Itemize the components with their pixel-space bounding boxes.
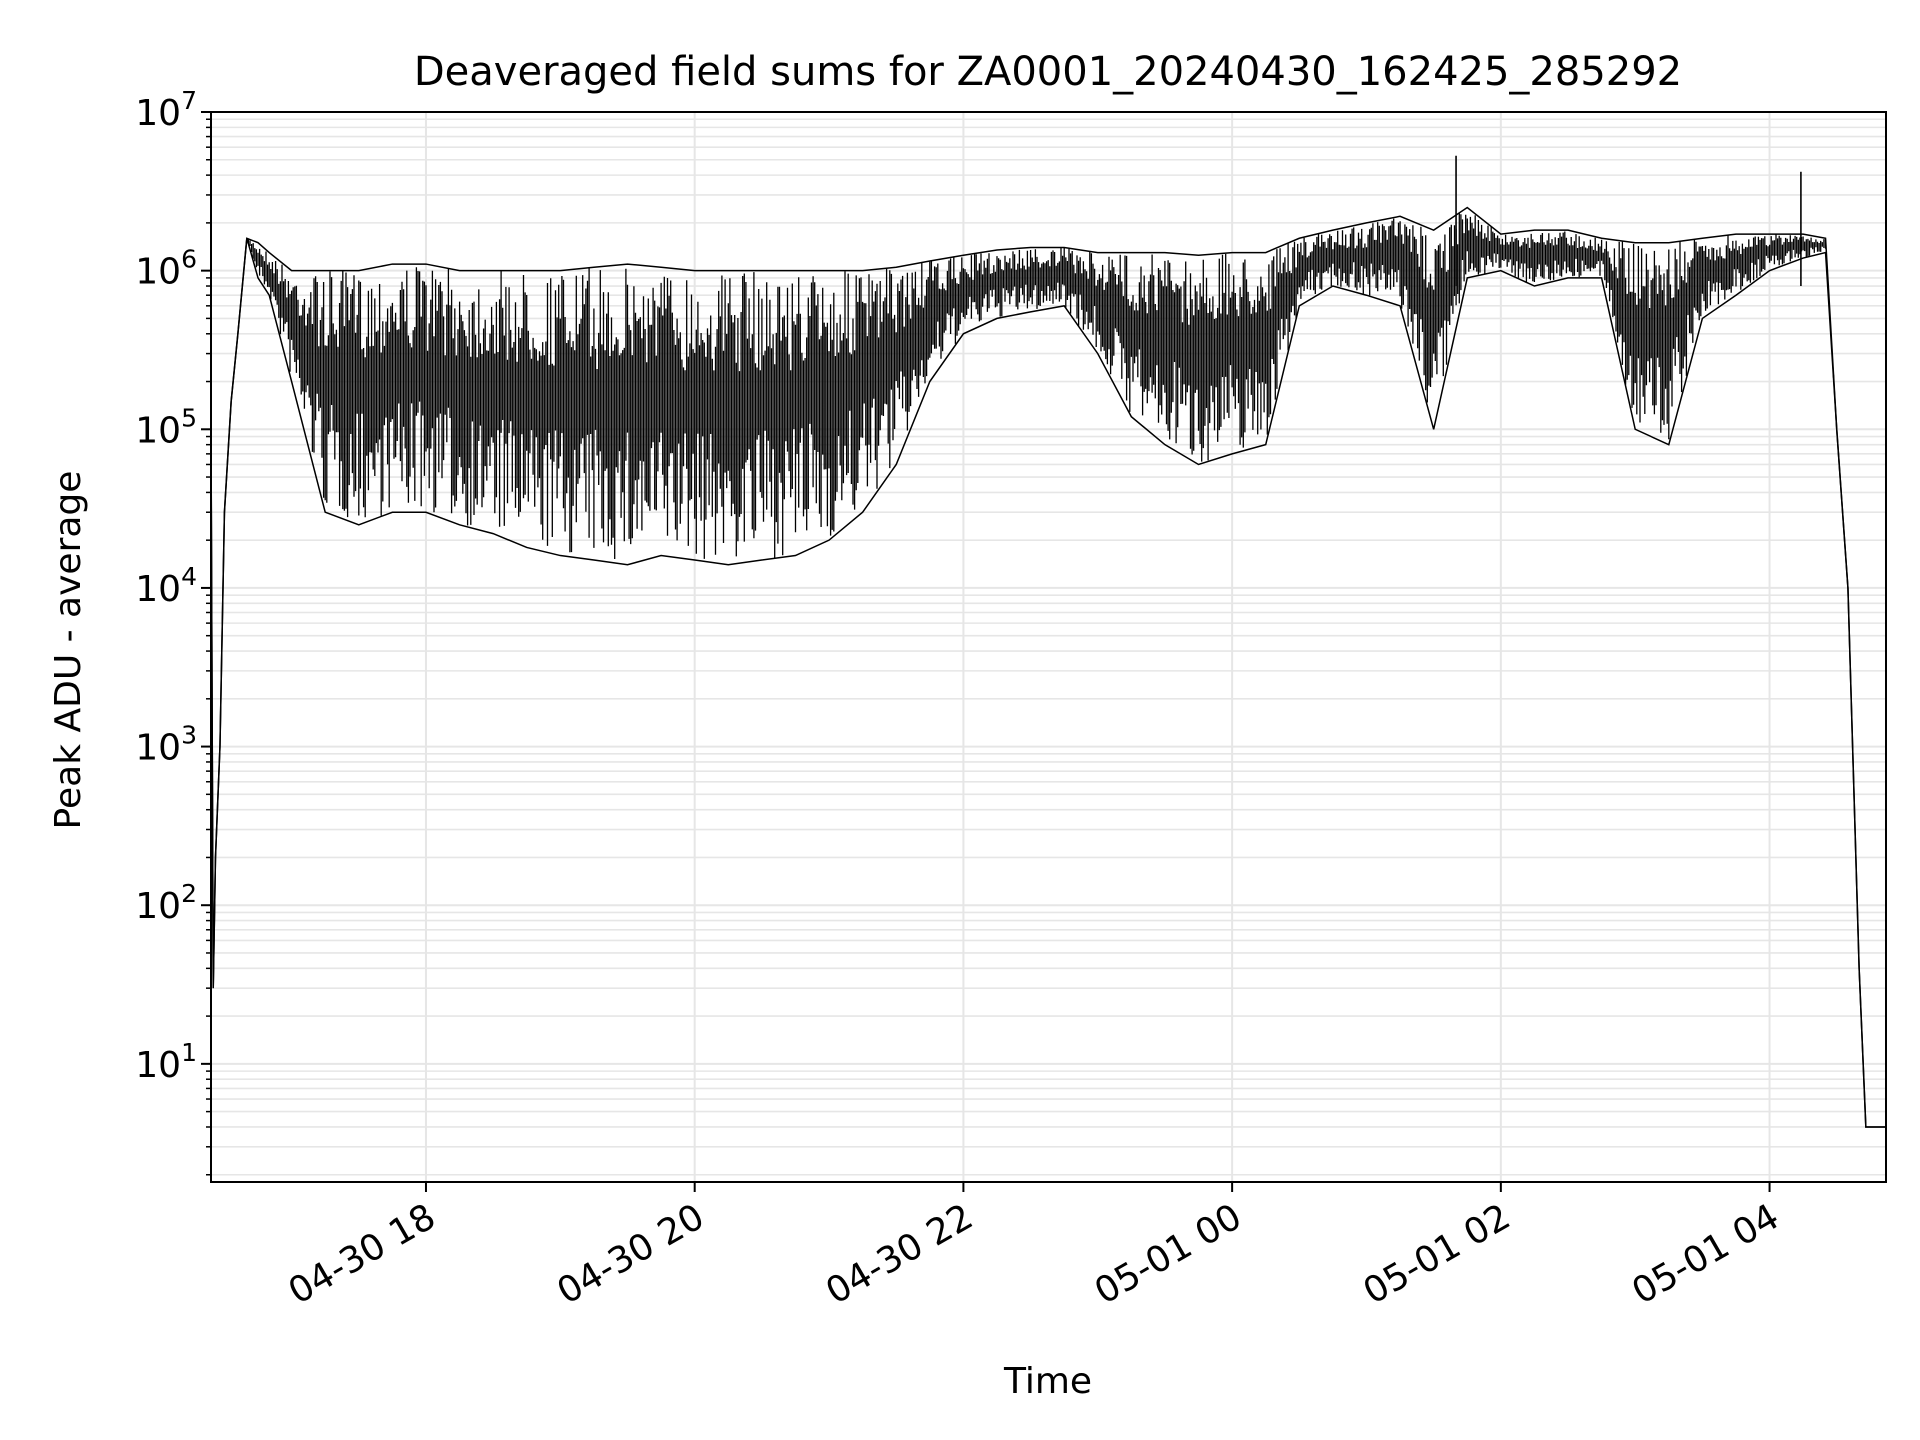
series-lower-line	[210, 238, 1886, 1128]
x-tick-label: 04-30 18	[282, 1196, 443, 1312]
series-upper-line	[210, 206, 1886, 1128]
x-axis-ticks: 04-30 18 04-30 20 04-30 22 05-01 00 05-01 02…	[282, 1182, 1786, 1313]
x-tick-label: 05-01 00	[1088, 1196, 1249, 1312]
x-tick-label: 05-01 04	[1625, 1196, 1786, 1312]
x-tick-label: 04-30 20	[551, 1196, 712, 1312]
plot-area	[210, 155, 1886, 1128]
chart-title: Deaveraged field sums for ZA0001_2024043…	[414, 49, 1682, 95]
x-axis-label: Time	[1003, 1361, 1092, 1402]
axes-frame	[210, 111, 1887, 1183]
gridlines	[211, 112, 1886, 1182]
y-tick-label: 105	[135, 403, 197, 451]
y-tick-label: 103	[135, 721, 197, 769]
x-tick-label: 05-01 02	[1357, 1196, 1518, 1312]
y-tick-label: 106	[135, 245, 197, 293]
y-axis-ticks: 101 102 103 104 105 106 107	[135, 86, 211, 1176]
y-tick-label: 102	[135, 879, 197, 927]
y-tick-label: 107	[135, 86, 197, 134]
y-tick-label: 101	[135, 1038, 197, 1086]
x-tick-label: 04-30 22	[819, 1196, 980, 1312]
y-axis-label: Peak ADU - average	[48, 471, 89, 830]
y-tick-label: 104	[135, 562, 197, 610]
